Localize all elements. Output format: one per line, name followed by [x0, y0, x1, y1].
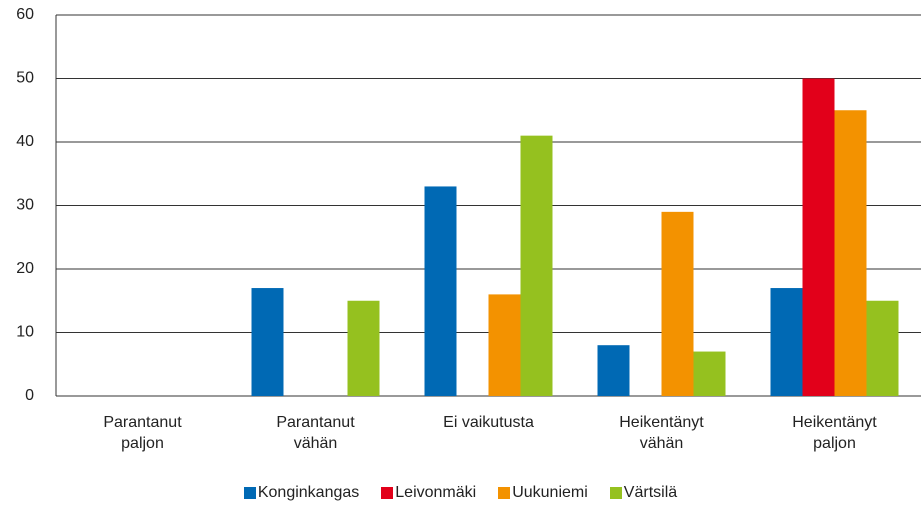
- legend-item: Uukuniemi: [498, 484, 588, 502]
- y-tick-label: 50: [16, 70, 34, 87]
- x-tick-label: Parantanut vähän: [276, 414, 355, 452]
- legend-swatch: [243, 487, 256, 499]
- bar: [597, 345, 630, 396]
- legend-item: Värtsilä: [609, 484, 678, 502]
- y-tick-label: 40: [16, 133, 34, 150]
- x-tick-label: Parantanut paljon: [103, 414, 182, 452]
- x-tick-label: Heikentänyt vähän: [619, 414, 704, 452]
- x-tick-label: Heikentänyt paljon: [792, 414, 877, 452]
- y-tick-label: 0: [25, 387, 34, 404]
- bar: [834, 110, 867, 396]
- legend-item: Leivonmäki: [381, 484, 476, 502]
- y-tick-label: 10: [16, 324, 34, 341]
- bar: [488, 294, 521, 396]
- bar: [520, 135, 553, 396]
- legend: Konginkangas Leivonmäki Uukuniemi Värtsilä: [0, 484, 921, 502]
- bar: [693, 351, 726, 396]
- bar: [251, 288, 284, 396]
- legend-swatch: [381, 487, 394, 499]
- legend-label: Leivonmäki: [395, 484, 477, 501]
- legend-label: Värtsilä: [623, 484, 678, 501]
- legend-swatch: [609, 487, 622, 499]
- bar: [802, 78, 835, 396]
- legend-item: Konginkangas: [243, 484, 360, 502]
- bar: [424, 186, 457, 396]
- x-tick-label: Ei vaikutusta: [443, 414, 534, 431]
- bar: [770, 288, 803, 396]
- bar: [347, 300, 380, 396]
- bar: [866, 300, 899, 396]
- legend-label: Konginkangas: [257, 484, 360, 501]
- legend-label: Uukuniemi: [512, 484, 588, 501]
- y-tick-label: 20: [16, 260, 34, 277]
- y-tick-label: 30: [16, 197, 34, 214]
- y-tick-label: 60: [16, 6, 34, 23]
- legend-swatch: [498, 487, 511, 499]
- bar: [661, 211, 694, 396]
